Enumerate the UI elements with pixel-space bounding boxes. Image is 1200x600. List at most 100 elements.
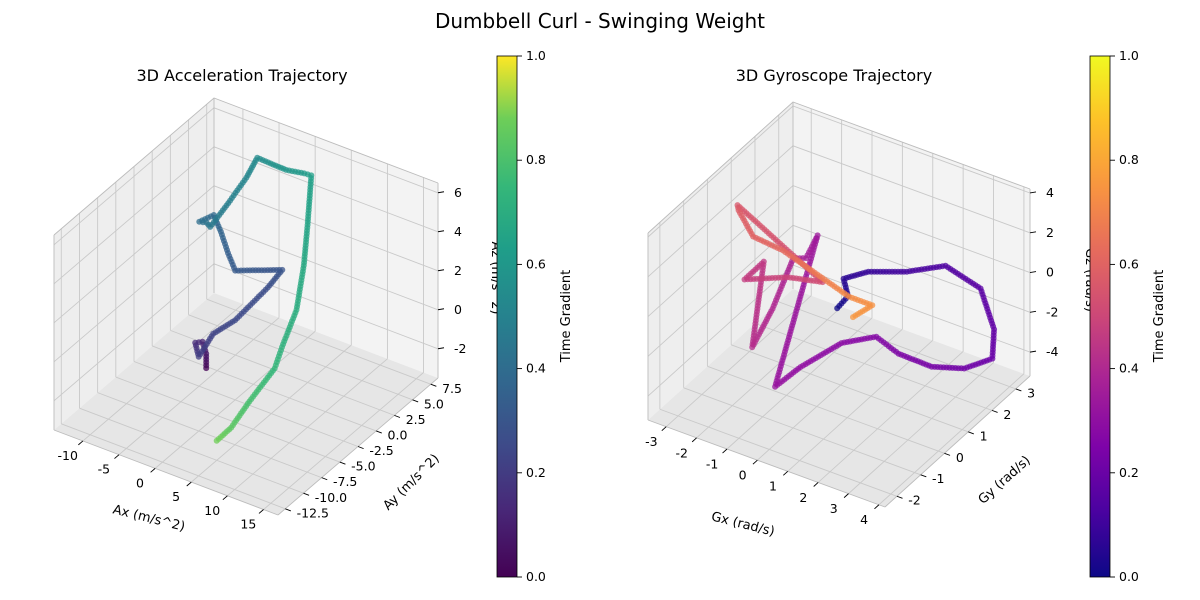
y-axis-label: Gy (rad/s) [976, 453, 1034, 507]
grid-line [848, 362, 994, 494]
acceleration-trajectory [192, 154, 315, 444]
x-axis-line [53, 429, 279, 516]
x-tick-label: 10 [204, 503, 220, 518]
y-tick [357, 446, 364, 450]
grid-line [731, 344, 969, 433]
floor-pane [648, 289, 1030, 507]
colorbar-tick-label: 0.2 [1119, 465, 1139, 480]
x-tick [150, 468, 156, 473]
back-pane [793, 102, 1030, 376]
acceleration-colorbar: 0.0 0.2 0.4 0.6 0.8 1.0 Time Gradient [496, 48, 574, 584]
grid-line [787, 339, 934, 472]
grid-line [659, 408, 898, 497]
y-tick-label: -5.0 [351, 459, 375, 474]
x-tick [813, 482, 819, 487]
x-tick-label: 15 [240, 517, 256, 532]
y-axis-line [884, 375, 1031, 508]
colorbar-label: Time Gradient [1152, 270, 1167, 364]
grid-line [152, 345, 377, 432]
grid-line [817, 351, 964, 483]
x-tick [752, 459, 758, 465]
colorbar-tick-label: 0.0 [526, 569, 546, 584]
x-tick [874, 504, 880, 510]
x-tick-label: -10 [58, 448, 78, 463]
z-tick-label: 2 [1046, 225, 1054, 240]
colorbar-gradient [496, 55, 518, 578]
panel-title-gyroscope: 3D Gyroscope Trajectory [736, 66, 932, 85]
colorbar-ticks: 0.0 0.2 0.4 0.6 0.8 1.0 [1110, 48, 1139, 584]
grid-line [707, 365, 945, 454]
x-tick-label: 0 [136, 475, 144, 490]
z-tick-label: -2 [454, 341, 466, 356]
y-tick [944, 452, 951, 456]
y-tick-label: 2.5 [406, 412, 426, 427]
y-tick-label: 5.0 [424, 396, 444, 411]
y-tick-label: -10.0 [315, 490, 347, 505]
grid-line [97, 392, 322, 479]
trajectory-point [850, 314, 856, 321]
z-tick [437, 347, 445, 350]
colorbar-gradient [1089, 55, 1111, 578]
colorbar-tick-label: 0.4 [1119, 361, 1139, 376]
x-axis-label: Ax (m/s^2) [111, 502, 186, 534]
z-tick-label: 0 [454, 302, 462, 317]
y-tick [394, 414, 401, 418]
x-axis-line [647, 419, 886, 508]
y-tick-label: 0.0 [388, 427, 408, 442]
x-tick [843, 493, 849, 498]
z-tick-label: 0 [1046, 265, 1054, 280]
z-tick-label: -4 [1046, 344, 1059, 359]
grid-line [754, 322, 993, 411]
gyroscope-trajectory [734, 202, 998, 390]
x-tick [222, 495, 228, 501]
colorbar-ticks: 0.0 0.2 0.4 0.6 0.8 1.0 [517, 48, 546, 584]
x-tick-label: 5 [172, 489, 180, 504]
acceleration-panel: 3D Acceleration Trajectory -10-5051015-1… [53, 66, 503, 535]
x-tick [691, 437, 697, 443]
x-tick [78, 440, 84, 446]
colorbar-label: Time Gradient [559, 270, 574, 364]
panel-title-acceleration: 3D Acceleration Trajectory [136, 66, 347, 85]
colorbar-tick-label: 1.0 [526, 48, 546, 63]
y-tick [430, 383, 437, 387]
y-tick [321, 477, 328, 481]
trajectory-point [213, 437, 220, 444]
x-tick [661, 426, 667, 432]
y-tick [920, 474, 927, 478]
z-tick [1029, 310, 1037, 313]
colorbar-tick-label: 1.0 [1119, 48, 1139, 63]
y-tick [376, 430, 382, 434]
z-tick-label: 6 [454, 185, 462, 200]
y-tick-label: 7.5 [442, 381, 462, 396]
x-tick-label: 3 [830, 501, 838, 516]
colorbar-tick-label: 0.4 [526, 361, 546, 376]
grid-line [757, 328, 903, 461]
acceleration-axes: -10 -5 0 5 10 15 -12.5-10.0-7.5-5.0-2.50.02.55… [53, 97, 466, 532]
y-tick [896, 495, 903, 499]
x-tick [258, 509, 264, 514]
y-tick [991, 409, 998, 413]
grid-line [665, 295, 812, 428]
z-tick-label: 4 [454, 224, 462, 239]
colorbar-tick-label: 0.8 [526, 152, 546, 167]
grid-line [778, 301, 1016, 390]
colorbar-tick-label: 0.2 [526, 465, 546, 480]
z-tick-label: -2 [1046, 304, 1058, 319]
z-tick [437, 230, 445, 233]
gyroscope-colorbar: 0.0 0.2 0.4 0.6 0.8 1.0 Time Gradient [1089, 48, 1167, 584]
y-tick [968, 431, 974, 435]
x-tick-label: 4 [860, 512, 868, 527]
x-tick-label: -1 [706, 456, 718, 471]
z-tick [437, 191, 445, 194]
y-tick [1015, 388, 1022, 392]
x-tick-label: 1 [769, 479, 777, 494]
x-tick [114, 454, 120, 459]
grid-line [79, 407, 304, 494]
z-tick [1029, 231, 1037, 234]
y-tick [412, 399, 419, 403]
colorbar-tick-label: 0.8 [1119, 152, 1139, 167]
z-tick [437, 308, 445, 311]
y-tick-label: -2.5 [369, 443, 393, 458]
